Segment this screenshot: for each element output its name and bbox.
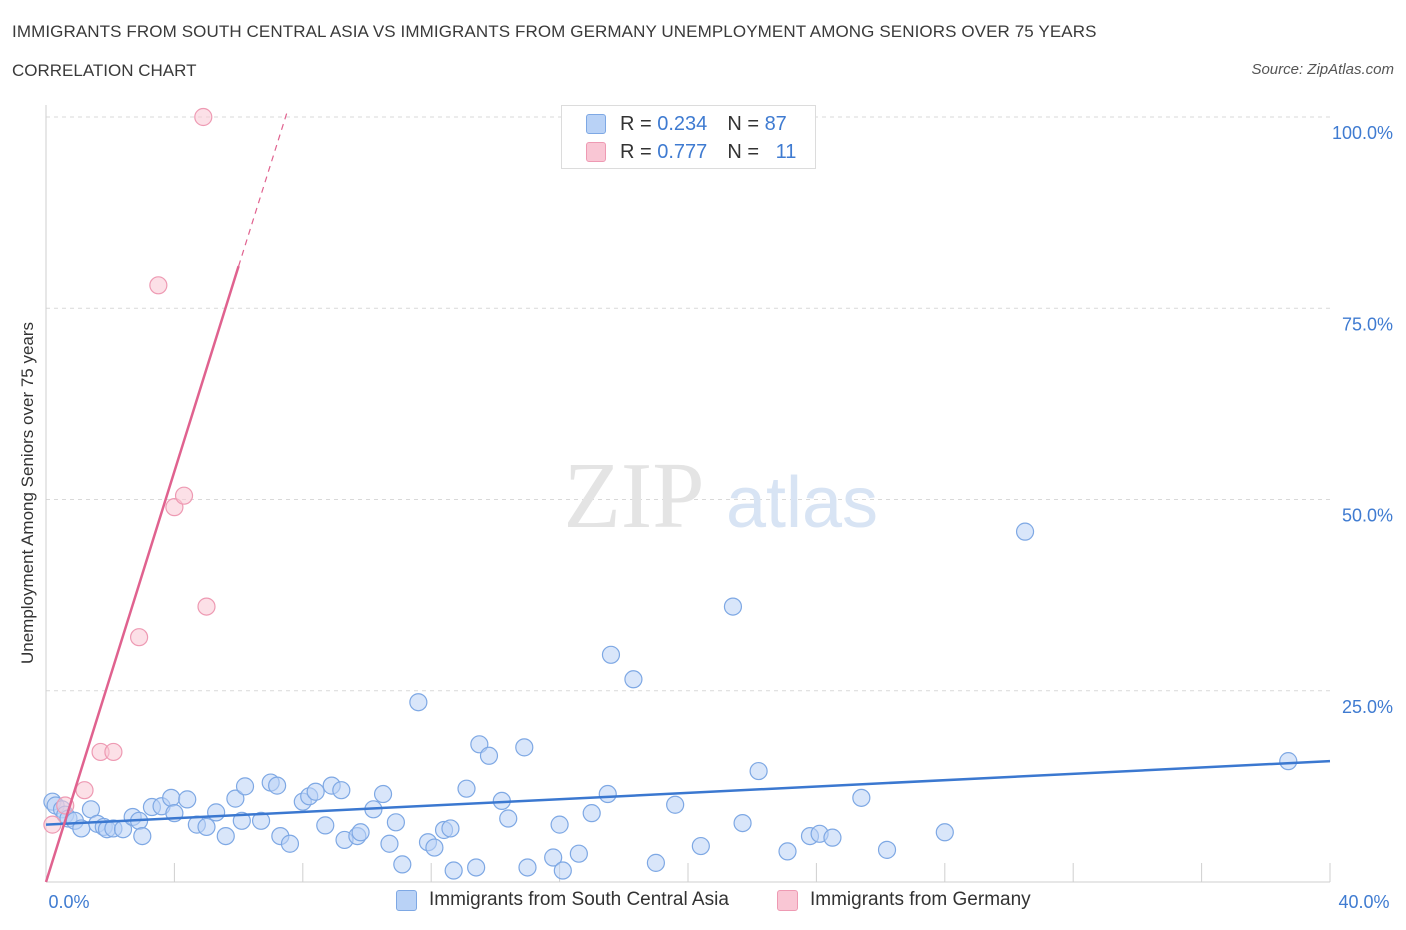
point-germany — [104, 742, 123, 762]
legend-item-germany[interactable]: Immigrants from Germany — [777, 889, 1031, 911]
point-south-central-asia — [598, 784, 617, 804]
point-south-central-asia — [380, 834, 399, 853]
n-value: 11 — [775, 140, 797, 163]
point-south-central-asia — [251, 811, 271, 830]
axes — [45, 105, 1331, 883]
point-south-central-asia — [877, 840, 897, 859]
point-south-central-asia — [935, 823, 954, 842]
trend-line-south-central-asia — [45, 759, 1331, 826]
stats-row-germany: R = 0.777 N = 11 — [586, 139, 796, 165]
point-south-central-asia — [444, 861, 463, 880]
point-south-central-asia — [852, 788, 871, 807]
point-south-central-asia — [425, 838, 444, 857]
grid-lines — [46, 116, 1330, 692]
point-south-central-asia — [723, 597, 743, 616]
legend-swatch-blue — [396, 889, 417, 911]
point-south-central-asia — [624, 670, 643, 689]
watermark: ZIP atlas — [564, 444, 879, 548]
point-south-central-asia — [306, 782, 325, 801]
point-south-central-asia — [601, 645, 621, 664]
point-south-central-asia — [550, 815, 569, 834]
x-tick-label: 0.0% — [48, 892, 89, 912]
tick-labels: 25.0% 50.0% 75.0% 100.0% 0.0% 40.0% — [48, 123, 1393, 912]
point-south-central-asia — [216, 826, 235, 846]
point-south-central-asia — [197, 817, 216, 837]
n-value: 87 — [764, 112, 787, 135]
legend-swatch-blue — [586, 114, 606, 134]
trend-lines — [44, 112, 1331, 883]
point-south-central-asia — [441, 819, 460, 838]
point-south-central-asia — [749, 761, 768, 781]
point-south-central-asia — [332, 781, 351, 800]
point-south-central-asia — [544, 848, 563, 867]
watermark-atlas: atlas — [726, 463, 878, 543]
point-south-central-asia — [479, 746, 499, 765]
point-south-central-asia — [1279, 752, 1298, 771]
chart-subtitle: CORRELATION CHART — [12, 61, 197, 80]
data-points — [43, 107, 1298, 880]
point-south-central-asia — [457, 779, 476, 798]
point-south-central-asia — [691, 836, 710, 856]
point-germany — [75, 781, 94, 800]
source-note: Source: ZipAtlas.com — [1251, 61, 1394, 78]
point-south-central-asia — [646, 853, 666, 872]
legend-swatch-pink — [777, 889, 798, 911]
point-south-central-asia — [178, 790, 197, 809]
point-south-central-asia — [778, 842, 797, 861]
point-south-central-asia — [467, 858, 486, 877]
y-tick-label: 25.0% — [1342, 697, 1393, 717]
point-south-central-asia — [518, 858, 537, 877]
point-germany — [194, 107, 213, 127]
y-tick-label: 100.0% — [1332, 123, 1393, 143]
point-south-central-asia — [133, 826, 152, 846]
series-legend: Immigrants from South Central Asia Immig… — [0, 889, 1406, 915]
legend-swatch-pink — [586, 142, 606, 162]
trend-line-germany-extension — [238, 112, 288, 267]
point-south-central-asia — [515, 738, 534, 757]
stats-row-south-central-asia: R = 0.234 N = 87 — [586, 111, 787, 137]
y-tick-label: 75.0% — [1342, 314, 1393, 334]
point-south-central-asia — [1015, 522, 1035, 541]
point-south-central-asia — [499, 809, 518, 828]
point-south-central-asia — [386, 813, 405, 832]
point-south-central-asia — [393, 855, 412, 874]
point-south-central-asia — [823, 828, 842, 847]
legend-item-south-central-asia[interactable]: Immigrants from South Central Asia — [396, 889, 729, 911]
point-south-central-asia — [316, 816, 335, 835]
chart-title: IMMIGRANTS FROM SOUTH CENTRAL ASIA VS IM… — [12, 22, 1097, 41]
r-value: 0.234 — [657, 112, 708, 135]
legend-label: Immigrants from Germany — [810, 889, 1031, 910]
r-label: R = — [620, 140, 652, 163]
point-south-central-asia — [569, 844, 588, 863]
point-south-central-asia — [226, 789, 245, 808]
watermark-zip: ZIP — [564, 444, 705, 548]
legend-label: Immigrants from South Central Asia — [429, 889, 729, 910]
point-south-central-asia — [235, 777, 255, 796]
r-label: R = — [620, 112, 652, 135]
r-value: 0.777 — [657, 140, 708, 163]
point-germany — [197, 597, 216, 616]
point-south-central-asia — [268, 776, 287, 795]
n-label: N = — [727, 140, 759, 163]
point-south-central-asia — [280, 834, 300, 853]
point-south-central-asia — [666, 795, 685, 814]
x-tick-label: 40.0% — [1338, 892, 1389, 912]
point-south-central-asia — [553, 861, 572, 880]
point-south-central-asia — [733, 813, 752, 833]
point-south-central-asia — [207, 803, 226, 822]
point-south-central-asia — [162, 788, 181, 807]
point-south-central-asia — [582, 804, 601, 823]
y-tick-label: 50.0% — [1342, 506, 1393, 526]
point-south-central-asia — [351, 823, 370, 842]
n-label: N = — [727, 112, 759, 135]
point-germany — [174, 486, 194, 505]
point-germany — [149, 276, 168, 295]
stats-legend: R = 0.234 N = 87 R = 0.777 N = 11 — [561, 105, 816, 169]
point-south-central-asia — [232, 811, 251, 830]
point-germany — [129, 628, 149, 647]
point-south-central-asia — [409, 693, 428, 712]
trend-line-germany — [44, 265, 240, 883]
point-south-central-asia — [373, 784, 393, 804]
